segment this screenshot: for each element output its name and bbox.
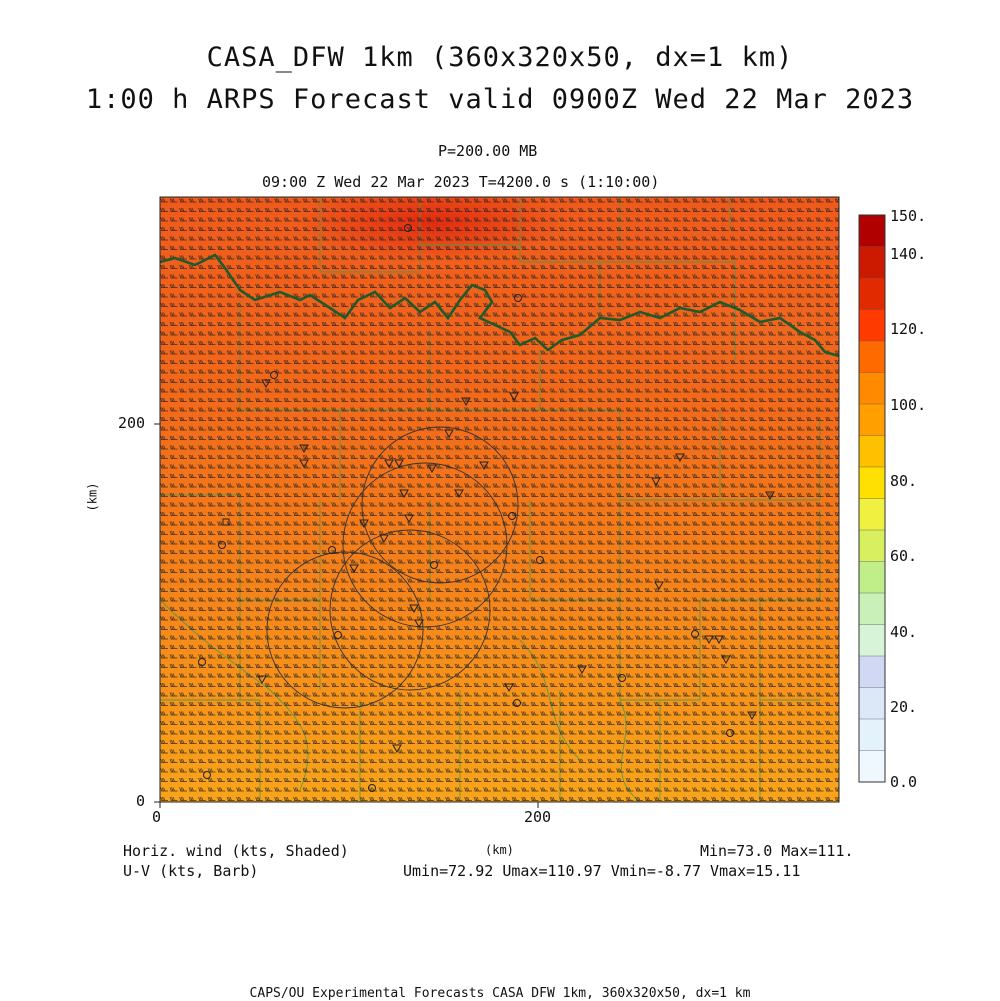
colorbar-segment (858, 624, 886, 657)
radar-range-rings (266, 426, 519, 709)
wind-barbs (160, 197, 839, 802)
y-tick-0: 0 (136, 792, 146, 810)
colorbar-segment (858, 214, 886, 247)
y-tick-200: 200 (118, 414, 146, 432)
station-markers (198, 224, 775, 792)
colorbar-segment (858, 466, 886, 499)
legend-shaded-label: Horiz. wind (kts, Shaded) (123, 842, 349, 860)
colorbar-segment (858, 687, 886, 720)
colorbar-frame (858, 214, 886, 783)
title-line-2: 1:00 h ARPS Forecast valid 0900Z Wed 22 … (85, 84, 915, 115)
plot-area (160, 197, 839, 802)
colorbar (858, 214, 886, 783)
colorbar-segment (858, 592, 886, 625)
colorbar-segment (858, 246, 886, 279)
colorbar-segment (858, 561, 886, 594)
colorbar-label-60: 60. (890, 547, 918, 565)
title-line-1: CASA_DFW 1km (360x320x50, dx=1 km) (206, 42, 794, 73)
colorbar-label-120: 120. (890, 320, 927, 338)
plot-frame (159, 196, 840, 803)
min-max-readout: Min=73.0 Max=111. (700, 842, 854, 860)
colorbar-segment (858, 529, 886, 562)
y-axis-label: (km) (85, 482, 100, 512)
colorbar-label-150: 150. (890, 207, 927, 225)
axis-ticks (154, 423, 539, 808)
colorbar-label-0: 0.0 (890, 773, 918, 791)
colorbar-label-100: 100. (890, 396, 927, 414)
colorbar-segment (858, 435, 886, 468)
x-axis-label: (km) (485, 843, 514, 857)
red-river-state-border (160, 253, 839, 358)
colorbar-segment (858, 277, 886, 310)
colorbar-label-40: 40. (890, 623, 918, 641)
valid-time: 09:00 Z Wed 22 Mar 2023 T=4200.0 s (1:10… (262, 173, 660, 191)
colorbar-segment (858, 655, 886, 688)
legend-barb-label: U-V (kts, Barb) (123, 862, 259, 880)
colorbar-segment (858, 750, 886, 783)
footer-credit: CAPS/OU Experimental Forecasts CASA DFW … (249, 986, 751, 1001)
uv-range-readout: Umin=72.92 Umax=110.97 Vmin=-8.77 Vmax=1… (403, 862, 801, 880)
colorbar-label-80: 80. (890, 472, 918, 490)
colorbar-label-140: 140. (890, 245, 927, 263)
x-tick-200: 200 (524, 808, 552, 826)
colorbar-segment (858, 403, 886, 436)
colorbar-segment (858, 340, 886, 373)
colorbar-segment (858, 372, 886, 405)
x-tick-0: 0 (152, 808, 162, 826)
colorbar-segment (858, 718, 886, 751)
colorbar-label-20: 20. (890, 698, 918, 716)
colorbar-segment (858, 309, 886, 342)
colorbar-segment (858, 498, 886, 531)
pressure-level: P=200.00 MB (438, 142, 538, 160)
